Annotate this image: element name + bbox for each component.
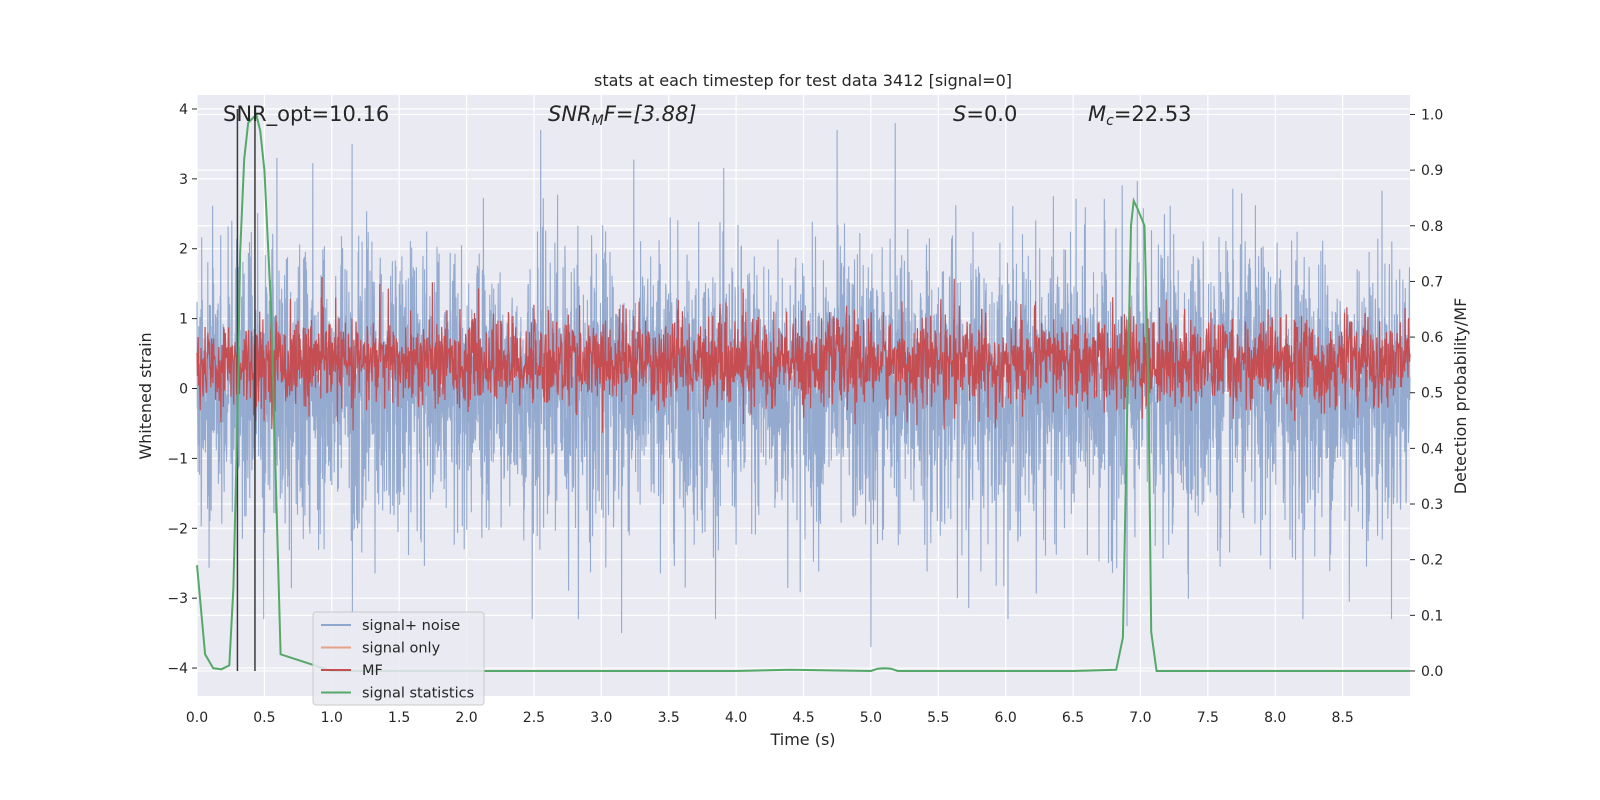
- x-tick-label: 3.5: [658, 710, 680, 726]
- x-tick-label: 6.0: [995, 710, 1017, 726]
- x-tick-label: 5.5: [927, 710, 949, 726]
- y-right-tick-label: 0.0: [1421, 664, 1443, 680]
- y-right-tick-label: 0.1: [1421, 608, 1443, 624]
- annotation-mc-sub: c: [1106, 113, 1114, 129]
- annotation-s: S=0.0: [953, 102, 1017, 126]
- y-right-tick-label: 0.7: [1421, 274, 1443, 290]
- annotation-snr-mf: SNRMF=[3.88]: [548, 102, 697, 129]
- y-right-tick-labels: 1.0 0.9 0.8 0.7 0.6 0.5 0.4 0.3 0.2 0.1 0.0: [1410, 107, 1443, 680]
- y-left-tick-label: −1: [167, 451, 188, 467]
- x-tick-label: 0.5: [253, 710, 275, 726]
- x-tick-label: 2.0: [455, 710, 477, 726]
- y-left-tick-label: 3: [179, 172, 188, 188]
- x-tick-labels: 0.0 0.5 1.0 1.5 2.0 2.5 3.0 3.5 4.0 4.5 5.0 5.5 6.0 6…: [186, 710, 1354, 726]
- x-tick-label: 0.0: [186, 710, 208, 726]
- y-left-tick-label: 1: [179, 312, 188, 328]
- legend-label: MF: [362, 663, 383, 679]
- y-right-tick-label: 0.9: [1421, 163, 1443, 179]
- x-tick-label: 7.5: [1197, 710, 1219, 726]
- annotation-snr-opt: SNR_opt=10.16: [223, 102, 389, 127]
- annotation-mc-main: M: [1088, 102, 1106, 126]
- x-tick-label: 4.0: [725, 710, 747, 726]
- x-axis-label: Time (s): [769, 730, 835, 749]
- mf-line: [196, 276, 1411, 433]
- x-tick-label: 4.5: [792, 710, 814, 726]
- x-tick-label: 1.5: [388, 710, 410, 726]
- annotation-mc-rest: =22.53: [1114, 102, 1192, 126]
- legend-label: signal only: [362, 641, 441, 657]
- y-left-tick-label: −3: [167, 591, 188, 607]
- x-tick-label: 6.5: [1062, 710, 1084, 726]
- annotation-mc: Mc=22.53: [1088, 102, 1192, 129]
- y-left-tick-label: −2: [167, 521, 188, 537]
- series-mf: [196, 276, 1411, 433]
- y-right-tick-label: 0.4: [1421, 441, 1443, 457]
- y-left-axis-label: Whitened strain: [136, 332, 155, 459]
- x-tick-label: 8.0: [1264, 710, 1286, 726]
- y-right-tick-label: 0.5: [1421, 386, 1443, 402]
- legend-label: signal+ noise: [362, 618, 460, 634]
- y-left-tick-label: 4: [179, 102, 188, 118]
- x-tick-label: 3.0: [590, 710, 612, 726]
- annotation-snr-mf-italic-f: F=[3.88]: [604, 102, 697, 126]
- y-left-tick-labels: 4 3 2 1 0 −1 −2 −3 −4: [167, 102, 197, 677]
- y-right-tick-label: 0.2: [1421, 553, 1443, 569]
- y-left-tick-label: −4: [167, 661, 188, 677]
- x-tick-label: 2.5: [523, 710, 545, 726]
- x-tick-label: 7.0: [1129, 710, 1151, 726]
- y-right-axis-label: Detection probability/MF: [1451, 298, 1470, 495]
- annotation-s-main: S: [953, 102, 966, 126]
- x-tick-label: 1.0: [321, 710, 343, 726]
- annotation-snr-mf-main: SNR: [548, 102, 592, 126]
- x-tick-label: 8.5: [1331, 710, 1353, 726]
- y-right-tick-label: 0.6: [1421, 330, 1443, 346]
- y-right-tick-label: 1.0: [1421, 107, 1443, 123]
- legend: signal+ noise signal only MF signal statist…: [312, 611, 485, 706]
- y-left-tick-label: 0: [179, 382, 188, 398]
- series-signal-statistics: [196, 112, 1410, 673]
- annotation-snr-mf-sub: M: [592, 113, 604, 129]
- y-left-tick-label: 2: [179, 242, 188, 258]
- legend-box: [312, 611, 485, 706]
- y-right-tick-label: 0.3: [1421, 497, 1443, 513]
- y-right-tick-label: 0.8: [1421, 219, 1443, 235]
- annotation-s-rest: =0.0: [966, 102, 1017, 126]
- legend-label: signal statistics: [362, 686, 474, 702]
- signal-statistics-line: [196, 112, 1410, 673]
- chart-title: stats at each timestep for test data 341…: [594, 71, 1012, 90]
- x-tick-label: 5.0: [860, 710, 882, 726]
